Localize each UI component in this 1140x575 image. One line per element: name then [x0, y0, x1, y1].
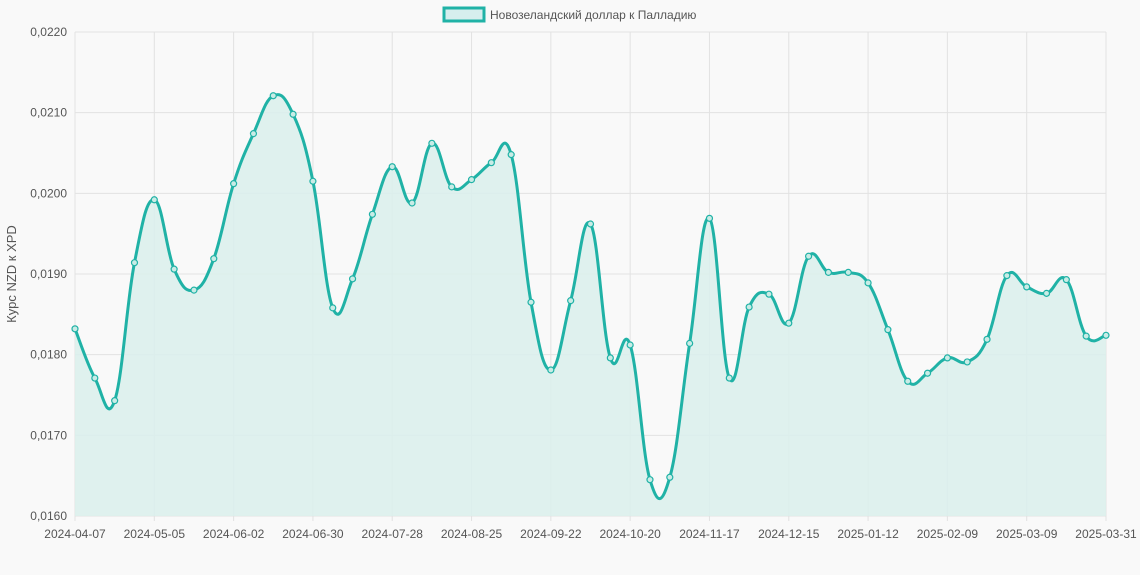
area-path	[75, 94, 1106, 516]
data-point	[210, 255, 218, 263]
data-point	[190, 286, 198, 294]
data-point	[428, 139, 436, 147]
legend-label: Новозеландский доллар к Палладию	[490, 8, 696, 22]
data-point	[1102, 331, 1110, 339]
data-point	[586, 220, 595, 228]
x-tick-label: 2025-02-09	[917, 527, 979, 541]
y-tick-label: 0,0200	[30, 186, 67, 200]
y-tick-label: 0,0190	[30, 267, 67, 281]
y-tick-label: 0,0160	[30, 509, 67, 523]
data-point	[408, 199, 416, 207]
data-point	[923, 369, 932, 377]
data-point	[527, 298, 535, 306]
data-point	[547, 366, 555, 374]
area-fill	[73, 93, 1107, 516]
data-point	[348, 275, 357, 283]
x-tick-label: 2024-05-05	[124, 527, 186, 541]
data-point	[666, 473, 674, 481]
data-point	[824, 268, 833, 276]
x-tick-label: 2024-08-25	[441, 527, 503, 541]
data-point	[249, 130, 258, 138]
data-point	[230, 180, 238, 188]
data-point	[943, 354, 951, 362]
x-tick-label: 2024-11-17	[679, 527, 740, 541]
data-point	[725, 374, 733, 382]
data-point	[1082, 332, 1090, 340]
data-point	[150, 196, 158, 204]
data-point	[71, 325, 79, 333]
data-point	[91, 374, 99, 382]
y-tick-label: 0,0180	[30, 348, 67, 362]
x-tick-label: 2025-03-31	[1075, 527, 1137, 541]
y-tick-label: 0,0170	[30, 428, 67, 442]
data-point	[130, 259, 139, 267]
x-tick-label: 2024-09-22	[520, 527, 582, 541]
data-point	[448, 183, 456, 191]
x-tick-label: 2024-12-15	[758, 527, 820, 541]
data-point	[1003, 272, 1011, 280]
data-point	[606, 354, 614, 362]
data-point	[804, 252, 813, 260]
data-point	[368, 210, 377, 218]
data-point	[705, 214, 714, 222]
data-point	[884, 326, 892, 334]
x-tick-label: 2024-06-30	[282, 527, 344, 541]
x-tick-label: 2024-07-28	[362, 527, 424, 541]
data-point	[983, 335, 991, 343]
data-point	[487, 159, 495, 167]
data-point	[170, 265, 178, 273]
data-point	[269, 92, 277, 100]
y-axis-ticks: 0,0160 0,0170 0,0180 0,0190 0,0200 0,0210 0,02…	[30, 25, 67, 523]
legend[interactable]: Новозеландский доллар к Палладию	[442, 6, 696, 23]
data-point	[1042, 289, 1051, 297]
data-point	[1062, 276, 1070, 284]
x-tick-label: 2025-03-09	[996, 527, 1058, 541]
y-axis-label: Курс NZD к XPD	[4, 225, 19, 323]
data-point	[507, 151, 515, 159]
data-point	[864, 279, 872, 287]
data-point	[785, 319, 793, 327]
y-tick-label: 0,0220	[30, 25, 67, 39]
data-point	[626, 341, 634, 349]
data-points	[71, 92, 1110, 484]
data-point	[765, 290, 773, 298]
x-tick-label: 2024-04-07	[44, 527, 106, 541]
data-point	[844, 268, 852, 276]
legend-swatch	[442, 6, 486, 23]
data-point	[745, 303, 753, 311]
y-tick-label: 0,0210	[30, 106, 67, 120]
data-point	[309, 177, 317, 185]
data-point	[686, 339, 694, 347]
data-point	[904, 377, 912, 385]
data-point	[567, 297, 575, 305]
data-point	[388, 163, 396, 171]
x-axis-ticks: 2024-04-07 2024-05-05 2024-06-02 2024-06-30…	[44, 527, 1137, 541]
x-tick-label: 2025-01-12	[837, 527, 899, 541]
data-point	[467, 176, 476, 184]
data-point	[963, 358, 971, 366]
x-tick-label: 2024-06-02	[203, 527, 265, 541]
data-point	[289, 110, 297, 118]
x-tick-label: 2024-10-20	[599, 527, 661, 541]
data-point	[111, 397, 119, 405]
data-point	[329, 304, 337, 312]
data-point	[1023, 283, 1031, 291]
data-point	[646, 476, 654, 484]
